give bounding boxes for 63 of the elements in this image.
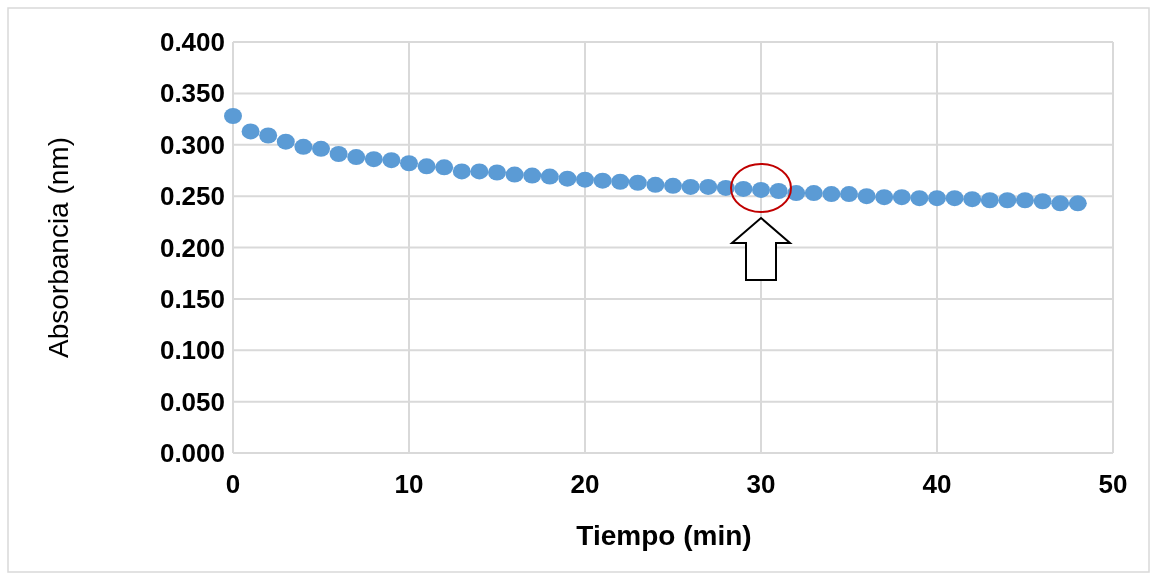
- point: [822, 186, 841, 203]
- point: [312, 140, 330, 157]
- y-tick-label: 0.300: [159, 129, 225, 160]
- point: [1016, 192, 1034, 209]
- x-tick-label: 50: [1098, 469, 1128, 499]
- point: [857, 188, 876, 205]
- point: [892, 189, 911, 206]
- point: [664, 177, 682, 194]
- point: [488, 164, 506, 181]
- point: [523, 167, 542, 184]
- point: [452, 163, 471, 180]
- y-tick-label: 0.200: [159, 232, 225, 263]
- point: [241, 123, 260, 140]
- y-tick-label: 0.250: [159, 181, 225, 212]
- point: [699, 178, 718, 195]
- point: [417, 158, 436, 175]
- point: [980, 192, 999, 209]
- point: [400, 155, 418, 172]
- point: [804, 185, 823, 202]
- y-tick-label: 0.000: [159, 438, 225, 469]
- point: [1051, 195, 1070, 212]
- point: [1033, 193, 1052, 210]
- point: [840, 186, 858, 203]
- x-tick-label: 30: [746, 469, 776, 499]
- x-tick-label: 0: [225, 469, 241, 499]
- point: [928, 190, 946, 207]
- x-tick-label: 40: [922, 469, 952, 499]
- y-tick-label: 0.150: [159, 283, 225, 314]
- point: [470, 163, 489, 180]
- point: [945, 190, 964, 207]
- point: [611, 173, 630, 190]
- point: [558, 170, 577, 187]
- point: [593, 172, 612, 189]
- point: [769, 182, 788, 199]
- y-tick-label: 0.350: [159, 78, 225, 109]
- y-tick-label: 0.050: [159, 386, 225, 417]
- x-axis-title: Tiempo (min): [576, 520, 752, 551]
- point: [910, 190, 929, 207]
- point: [382, 152, 401, 169]
- point: [646, 176, 665, 193]
- point: [259, 127, 278, 144]
- y-axis-title: Absorbancia (nm): [43, 137, 74, 358]
- point: [329, 146, 348, 162]
- point: [875, 189, 894, 206]
- point: [276, 133, 295, 150]
- point: [435, 159, 454, 176]
- point: [347, 149, 366, 166]
- point: [963, 191, 982, 208]
- point: [998, 192, 1017, 209]
- point: [681, 178, 700, 195]
- point: [294, 138, 313, 155]
- x-tick-label: 10: [394, 469, 424, 499]
- point: [364, 151, 383, 168]
- point: [628, 174, 647, 191]
- point: [576, 171, 594, 188]
- point: [1068, 195, 1087, 212]
- point: [224, 107, 242, 124]
- y-tick-label: 0.400: [159, 27, 225, 58]
- point: [734, 180, 753, 197]
- x-tick-label: 20: [570, 469, 600, 499]
- point: [540, 168, 559, 185]
- point: [505, 166, 524, 183]
- y-tick-label: 0.100: [159, 335, 225, 366]
